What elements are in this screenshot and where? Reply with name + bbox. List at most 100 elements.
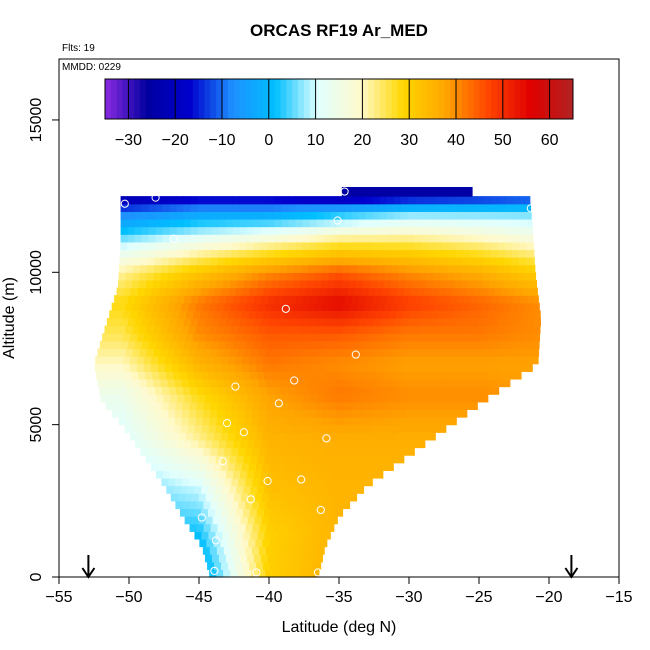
heatmap-cell bbox=[240, 516, 249, 525]
heatmap-cell bbox=[524, 325, 533, 334]
heatmap-cell bbox=[489, 325, 498, 334]
heatmap-cell bbox=[487, 356, 495, 365]
heatmap-cell bbox=[209, 417, 218, 426]
heatmap-cell bbox=[519, 203, 528, 212]
heatmap-cell bbox=[344, 386, 352, 395]
heatmap-cell bbox=[203, 257, 212, 266]
heatmap-cell bbox=[288, 196, 297, 205]
heatmap-cell bbox=[270, 310, 278, 319]
heatmap-cell bbox=[368, 356, 376, 365]
heatmap-cell bbox=[166, 485, 174, 494]
heatmap-cell bbox=[298, 561, 306, 570]
heatmap-cell bbox=[266, 409, 274, 418]
heatmap-cell bbox=[524, 348, 533, 357]
heatmap-cell bbox=[359, 394, 368, 403]
heatmap-cell bbox=[308, 477, 316, 487]
heatmap-cell bbox=[364, 401, 373, 411]
heatmap-cell bbox=[398, 272, 407, 281]
heatmap-cell bbox=[309, 554, 318, 563]
heatmap-cell bbox=[290, 462, 299, 471]
heatmap-cell bbox=[282, 470, 290, 479]
heatmap-cell bbox=[228, 356, 236, 365]
heatmap-cell bbox=[108, 363, 117, 372]
heatmap-cell bbox=[196, 447, 204, 456]
heatmap-cell bbox=[448, 409, 456, 418]
heatmap-cell bbox=[260, 340, 269, 350]
heatmap-cell bbox=[410, 333, 418, 342]
heatmap-cell bbox=[265, 279, 273, 289]
heatmap-cell bbox=[313, 424, 322, 433]
heatmap-cell bbox=[211, 554, 220, 563]
heatmap-cell bbox=[512, 196, 521, 205]
heatmap-cell bbox=[148, 241, 156, 251]
heatmap-cell bbox=[232, 318, 241, 327]
heatmap-cell bbox=[366, 439, 374, 449]
heatmap-cell bbox=[236, 371, 244, 380]
heatmap-cell bbox=[327, 371, 335, 380]
heatmap-cell bbox=[263, 561, 271, 570]
heatmap-cell bbox=[289, 470, 297, 479]
heatmap-cell bbox=[280, 477, 288, 487]
heatmap-cell bbox=[213, 432, 222, 441]
heatmap-cell bbox=[356, 272, 365, 281]
heatmap-cell bbox=[442, 386, 450, 395]
heatmap-cell bbox=[174, 264, 183, 273]
heatmap-cell bbox=[118, 264, 127, 273]
heatmap-cell bbox=[253, 218, 262, 228]
heatmap-cell bbox=[162, 196, 171, 205]
heatmap-cell bbox=[407, 218, 416, 228]
heatmap-cell bbox=[217, 447, 225, 456]
heatmap-cell bbox=[358, 226, 367, 235]
heatmap-cell bbox=[442, 226, 451, 235]
heatmap-cell bbox=[114, 394, 123, 403]
heatmap-cell bbox=[526, 318, 535, 327]
heatmap-cell bbox=[271, 424, 280, 433]
heatmap-cell bbox=[414, 196, 423, 205]
heatmap-cell bbox=[521, 363, 530, 372]
heatmap-cell bbox=[236, 424, 245, 433]
heatmap-cell bbox=[427, 401, 436, 411]
heatmap-cell bbox=[294, 401, 303, 411]
heatmap-cell bbox=[167, 417, 176, 426]
heatmap-cell bbox=[344, 203, 353, 212]
heatmap-cell bbox=[389, 356, 397, 365]
heatmap-cell bbox=[433, 417, 442, 426]
heatmap-cell bbox=[146, 417, 155, 426]
heatmap-cell bbox=[366, 394, 375, 403]
heatmap-cell bbox=[231, 401, 240, 411]
heatmap-cell bbox=[381, 432, 390, 441]
heatmap-cell bbox=[474, 371, 482, 380]
heatmap-cell bbox=[186, 333, 194, 342]
heatmap-cell bbox=[267, 554, 276, 563]
heatmap-cell bbox=[273, 500, 281, 510]
heatmap-cell bbox=[442, 218, 451, 228]
heatmap-cell bbox=[308, 257, 317, 266]
heatmap-cell bbox=[421, 218, 430, 228]
heatmap-cell bbox=[126, 257, 135, 266]
heatmap-cell bbox=[434, 249, 443, 258]
heatmap-cell bbox=[195, 348, 204, 357]
heatmap-cell bbox=[431, 333, 439, 342]
heatmap-cell bbox=[343, 477, 351, 487]
heatmap-cell bbox=[340, 508, 344, 517]
heatmap-cell bbox=[299, 455, 308, 464]
heatmap-cell bbox=[428, 203, 437, 212]
heatmap-cell bbox=[456, 386, 464, 395]
heatmap-cell bbox=[414, 340, 423, 350]
heatmap-cell bbox=[342, 417, 351, 426]
colorbar-segment bbox=[339, 79, 346, 119]
heatmap-cell bbox=[331, 439, 339, 449]
heatmap-cell bbox=[342, 348, 351, 357]
heatmap-cell bbox=[302, 340, 311, 350]
heatmap-cell bbox=[416, 363, 425, 372]
heatmap-cell bbox=[493, 363, 502, 372]
heatmap-cell bbox=[246, 318, 255, 327]
heatmap-cell bbox=[231, 409, 239, 418]
heatmap-cell bbox=[219, 295, 227, 304]
heatmap-cell bbox=[314, 302, 323, 311]
colorbar-segment bbox=[280, 79, 287, 119]
heatmap-cell bbox=[244, 302, 253, 311]
heatmap-cell bbox=[120, 234, 129, 243]
heatmap-cell bbox=[487, 310, 495, 319]
